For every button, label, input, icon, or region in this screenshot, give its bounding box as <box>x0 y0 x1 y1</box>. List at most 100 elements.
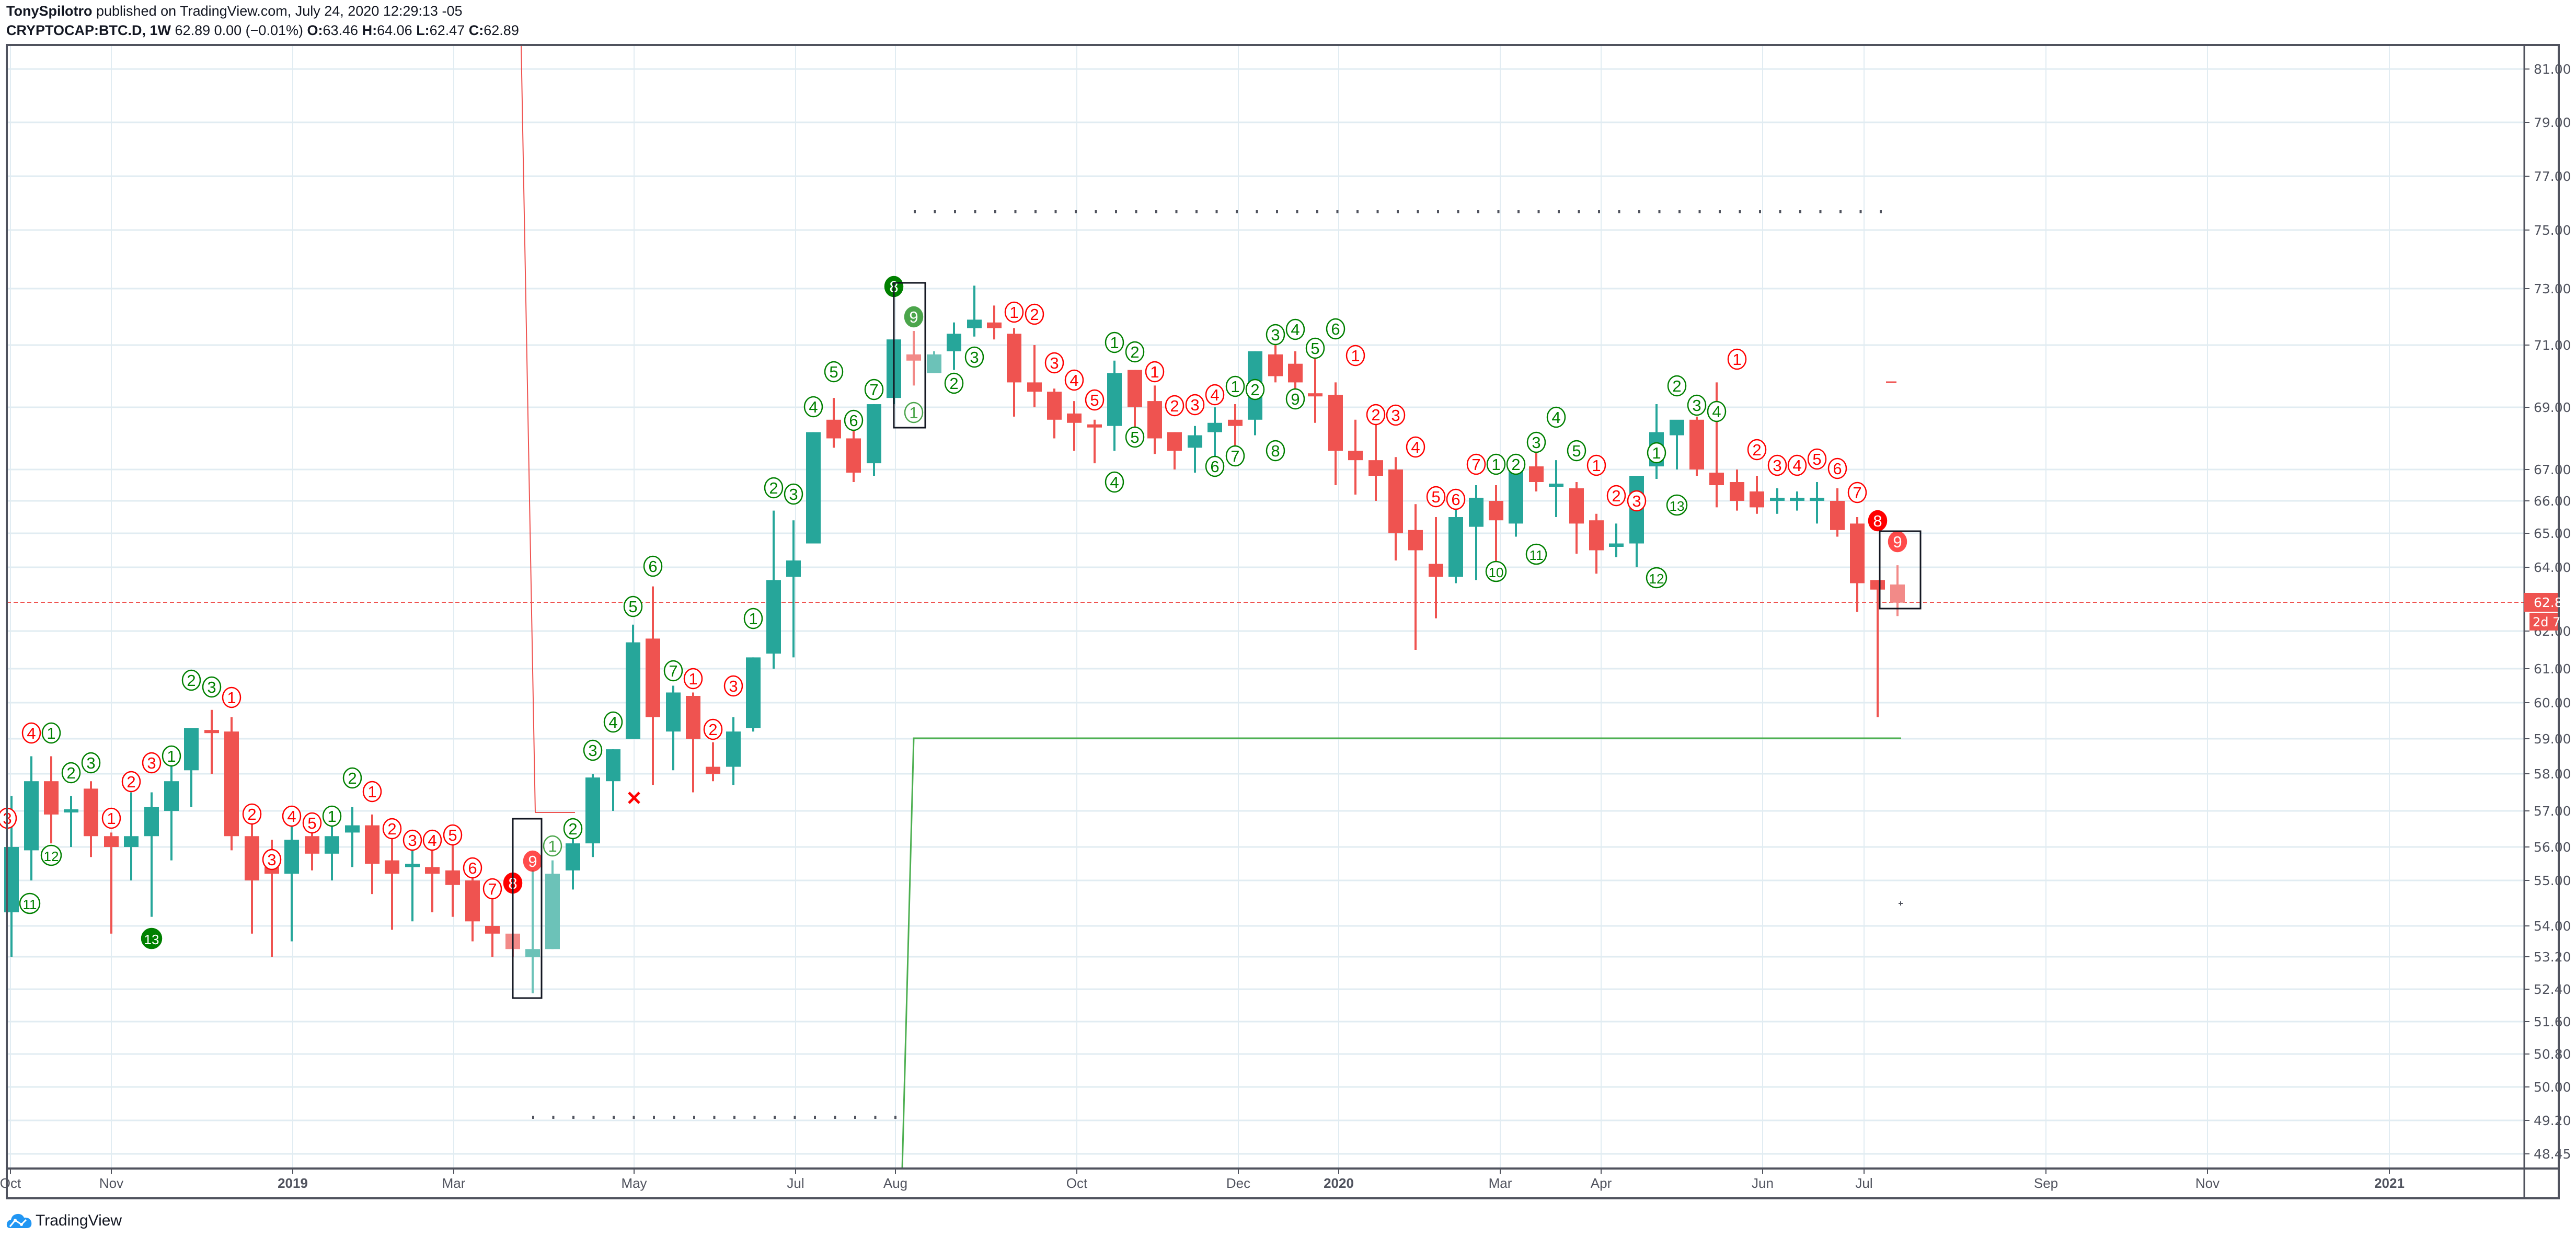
support-dot <box>894 1116 896 1119</box>
candle-body <box>927 354 941 373</box>
td-circle <box>141 927 163 949</box>
resistance-dot <box>1397 210 1399 213</box>
candle-body <box>1067 413 1082 423</box>
td-circle <box>1767 454 1787 476</box>
td-circle <box>1145 361 1165 383</box>
price-tick-label: 53.20 <box>2534 949 2571 965</box>
candle-body <box>1810 498 1824 501</box>
td-number: 7 <box>1471 455 1480 474</box>
support-dot <box>774 1116 776 1119</box>
candle <box>385 832 399 930</box>
candle-body <box>1429 564 1443 577</box>
td-circle <box>282 805 302 827</box>
td-circle <box>824 361 844 383</box>
resistance-dot <box>1175 210 1178 213</box>
td-count-label: 2 <box>342 767 362 789</box>
td-count-label: 1 <box>222 686 242 708</box>
candle <box>1850 517 1865 612</box>
td-number: 3 <box>1773 456 1781 475</box>
td-circle <box>101 807 121 829</box>
td-count-label: 11 <box>1525 543 1547 565</box>
td-circle <box>1426 486 1446 508</box>
td-number: 4 <box>1070 371 1078 390</box>
candle-body <box>1027 382 1042 392</box>
candle-body <box>867 404 881 464</box>
td-number: 1 <box>909 404 918 422</box>
time-tick-label: May <box>621 1175 647 1191</box>
td-count-label: 5 <box>443 824 463 846</box>
td-count-label: 3 <box>784 483 803 505</box>
td-circle <box>1787 454 1807 476</box>
td-number: 4 <box>1551 408 1560 427</box>
price-tick-label: 81.00 <box>2534 62 2571 77</box>
td-circle <box>623 595 643 617</box>
td-number: 3 <box>207 678 216 696</box>
candle <box>24 756 39 880</box>
candle <box>987 305 1002 340</box>
td-number: 2 <box>1030 305 1039 324</box>
support-dot <box>834 1116 836 1119</box>
candle-body <box>1308 393 1322 397</box>
td-number: 4 <box>1792 456 1801 475</box>
time-tick-label: Mar <box>1489 1175 1512 1191</box>
td-count-label: 3 <box>723 675 743 697</box>
resistance-dot <box>1598 210 1600 213</box>
resistance-dot <box>1618 210 1620 213</box>
td-circle <box>362 781 382 803</box>
candle-body <box>1790 498 1804 501</box>
td-circle <box>904 306 924 328</box>
symbol-label[interactable]: CRYPTOCAP:BTC.D, 1W <box>6 22 171 38</box>
support-dot <box>814 1116 816 1119</box>
td-number: 1 <box>47 724 55 742</box>
candle <box>967 285 982 337</box>
td-circle <box>61 762 81 784</box>
td-circle <box>1646 567 1668 589</box>
td-circle <box>964 346 984 368</box>
td-number: 3 <box>408 831 417 850</box>
support-dot <box>733 1116 735 1119</box>
td-circle <box>663 660 683 682</box>
resistance-dot <box>1719 210 1721 213</box>
candle-body <box>24 781 39 851</box>
candle <box>224 717 239 851</box>
candle-body <box>766 580 781 654</box>
price-tick-label: 51.60 <box>2534 1014 2571 1029</box>
resistance-dot <box>1014 210 1017 213</box>
support-dot <box>794 1116 796 1119</box>
td-circle <box>142 752 162 774</box>
td-circle <box>603 711 623 733</box>
resistance-dot <box>1658 210 1661 213</box>
time-axis[interactable]: Oct Nov 2019 Mar May Jul Aug Oct Dec 2020 Mar Apr Ju… <box>0 1169 2405 1191</box>
time-tick-label: Jul <box>1855 1175 1872 1191</box>
td-number: 12 <box>1649 571 1664 587</box>
price-axis[interactable]: 81.00 79.00 77.00 75.00 73.00 71.00 69.00 67.00… <box>2524 62 2571 1162</box>
support-dot <box>613 1116 615 1119</box>
td-circle <box>1627 490 1647 512</box>
td-count-label: 1 <box>743 608 763 629</box>
td-count-label: 4 <box>803 396 823 418</box>
td-circle <box>904 402 924 423</box>
candle-body <box>1509 469 1523 524</box>
candle-body <box>465 880 480 922</box>
candle-body <box>405 864 420 867</box>
resistance-dot <box>1276 210 1278 213</box>
setup-box <box>1879 530 1922 610</box>
candle-body <box>1408 530 1423 551</box>
td-circle <box>1125 426 1145 448</box>
resistance-dot <box>1417 210 1419 213</box>
candle-body <box>1709 473 1724 485</box>
tradingview-logo[interactable]: TradingView <box>6 1212 122 1230</box>
candle-body <box>1870 580 1885 590</box>
td-number: 1 <box>1230 377 1239 396</box>
author-name[interactable]: TonySpilotro <box>6 3 93 19</box>
candle-body <box>84 788 98 837</box>
time-tick-label: Dec <box>1226 1175 1250 1191</box>
candle-body <box>204 730 219 734</box>
candle <box>1830 488 1845 537</box>
candle-body <box>385 860 399 874</box>
price-tick-label: 61.00 <box>2534 661 2571 677</box>
td-number: 5 <box>1431 488 1440 506</box>
td-circle <box>21 722 41 744</box>
